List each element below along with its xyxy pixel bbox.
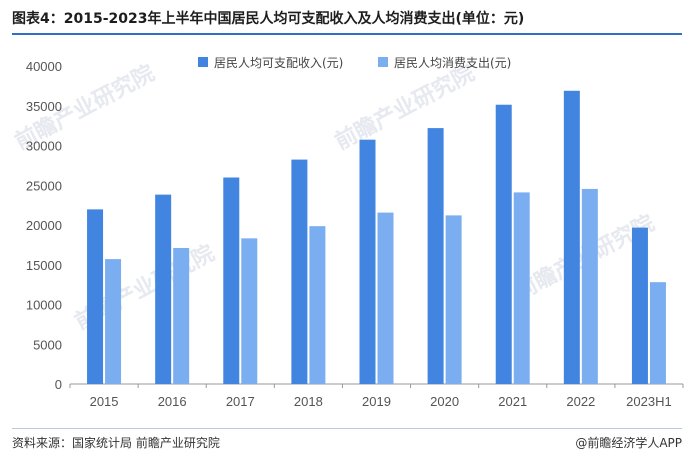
income-bar — [87, 209, 104, 384]
legend-label-consumption: 居民人均消费支出(元) — [394, 56, 511, 70]
income-bar — [291, 159, 308, 384]
x-tick-label: 2020 — [430, 394, 459, 409]
x-tick-label: 2023H1 — [626, 394, 672, 409]
x-tick-label: 2015 — [90, 394, 119, 409]
x-tick-label: 2016 — [158, 394, 187, 409]
y-tick-label: 15000 — [26, 258, 62, 273]
x-tick-label: 2022 — [566, 394, 595, 409]
chart-title: 图表4：2015-2023年上半年中国居民人均可支配收入及人均消费支出(单位：元… — [12, 11, 525, 27]
watermark-text: 前瞻产业研究院 — [331, 60, 479, 155]
y-tick-label: 40000 — [26, 59, 62, 74]
income-bar — [359, 139, 376, 384]
legend-swatch-income — [198, 57, 208, 67]
y-tick-label: 5000 — [33, 337, 62, 352]
x-tick-label: 2019 — [362, 394, 391, 409]
brand-label: @前瞻经济学人APP — [575, 436, 682, 450]
income-bar — [427, 128, 444, 384]
y-tick-label: 10000 — [26, 298, 62, 313]
y-tick-label: 20000 — [26, 218, 62, 233]
y-tick-label: 35000 — [26, 99, 62, 114]
bars-layer — [87, 90, 666, 385]
y-tick-label: 30000 — [26, 139, 62, 154]
axis-layer: 0 5000 10000 15000 20000 25000 30000 35000 40000… — [26, 59, 684, 409]
legend-swatch-consumption — [378, 57, 388, 67]
title-rule — [12, 33, 682, 35]
income-bar — [631, 227, 648, 384]
legend: 居民人均可支配收入(元) 居民人均消费支出(元) — [198, 56, 511, 70]
consumption-bar — [173, 247, 190, 384]
x-tick-label: 2017 — [226, 394, 255, 409]
y-tick-label: 0 — [55, 377, 62, 392]
consumption-bar — [105, 259, 122, 384]
consumption-bar — [581, 188, 598, 384]
consumption-bar — [241, 238, 258, 384]
x-tick-label: 2021 — [498, 394, 527, 409]
consumption-bar — [513, 192, 530, 384]
y-tick-label: 25000 — [26, 178, 62, 193]
income-bar — [223, 177, 240, 384]
source-note: 资料来源：国家统计局 前瞻产业研究院 — [12, 436, 220, 450]
legend-label-income: 居民人均可支配收入(元) — [214, 56, 343, 70]
consumption-bar — [649, 282, 666, 384]
income-bar — [563, 90, 580, 384]
consumption-bar — [309, 226, 326, 384]
consumption-bar — [445, 215, 462, 384]
x-tick-label: 2018 — [294, 394, 323, 409]
income-bar — [495, 104, 512, 385]
income-bar — [155, 194, 172, 384]
consumption-bar — [377, 212, 394, 384]
footer-rule — [12, 428, 682, 429]
